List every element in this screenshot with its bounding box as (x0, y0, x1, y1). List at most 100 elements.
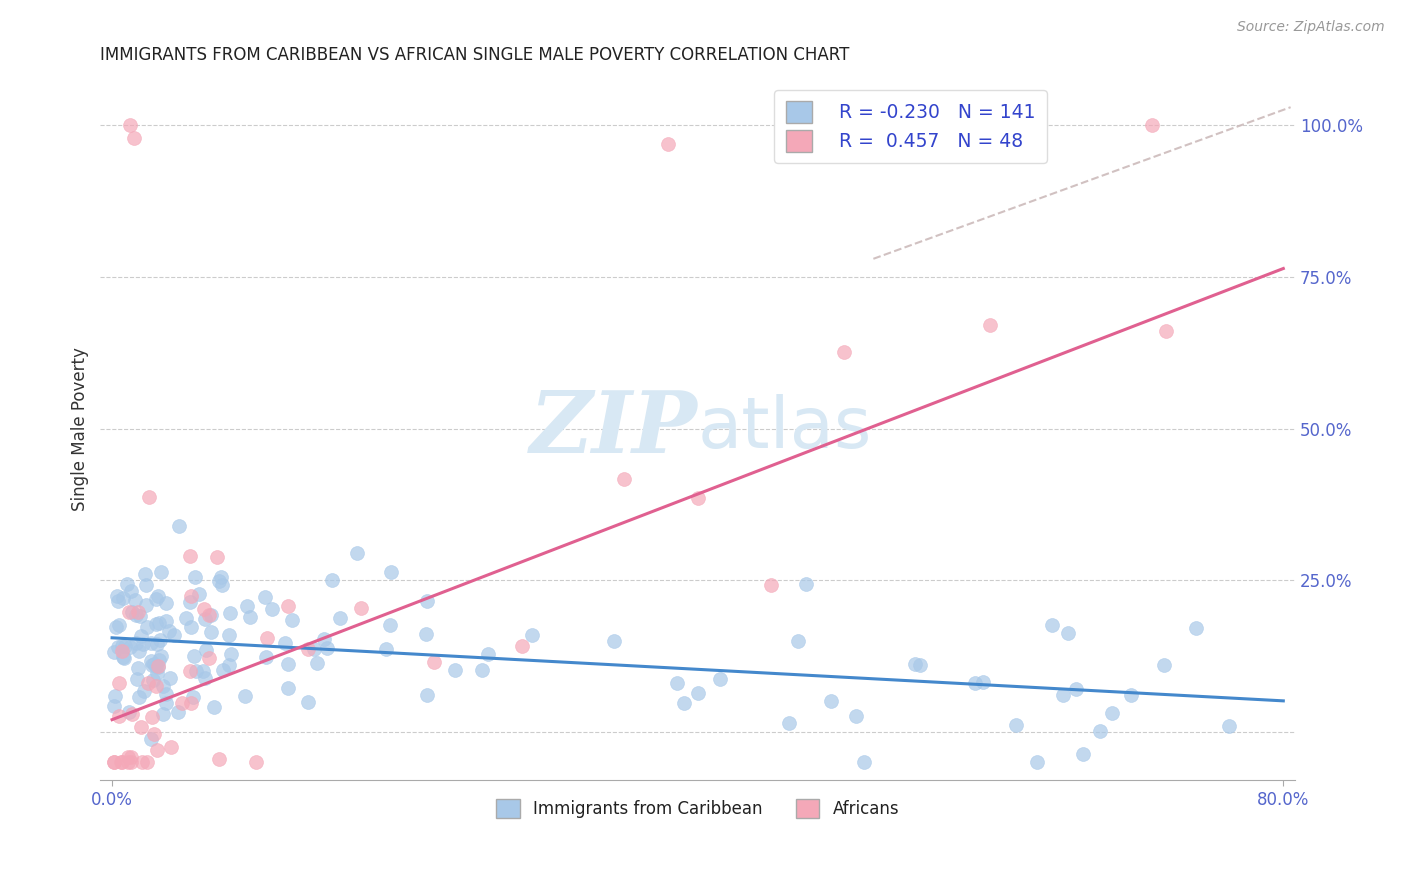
Point (256, 631, 278, 645)
Point (129, 629, 152, 643)
Point (1088, 724, 1111, 739)
Point (146, 637, 169, 651)
Point (963, 676, 986, 690)
Point (778, 715, 800, 730)
Point (139, 654, 162, 668)
Point (107, 594, 129, 608)
Point (118, 605, 141, 619)
Point (281, 613, 304, 627)
Point (274, 636, 297, 650)
Point (233, 690, 256, 704)
Point (120, 583, 142, 598)
Point (218, 658, 240, 673)
Point (277, 657, 299, 671)
Point (673, 696, 696, 710)
Point (179, 664, 201, 678)
Text: Source: ZipAtlas.com: Source: ZipAtlas.com (1237, 20, 1385, 34)
Point (375, 641, 398, 656)
Point (145, 659, 167, 673)
Point (143, 727, 166, 741)
Point (127, 660, 149, 674)
Point (121, 707, 143, 722)
Point (155, 696, 177, 710)
Point (149, 566, 172, 580)
Point (193, 671, 215, 685)
Point (1040, 618, 1063, 632)
Point (163, 628, 186, 642)
Point (302, 642, 325, 657)
Point (520, 628, 543, 642)
Point (380, 617, 402, 632)
Point (148, 633, 170, 648)
Point (121, 605, 143, 619)
Point (1185, 621, 1208, 635)
Point (103, 644, 125, 658)
Point (1064, 681, 1087, 696)
Point (148, 660, 170, 674)
Point (193, 602, 215, 616)
Point (191, 664, 214, 678)
Point (1218, 719, 1240, 733)
Point (117, 750, 139, 764)
Point (218, 628, 240, 642)
Point (118, 640, 141, 655)
Text: atlas: atlas (697, 394, 872, 463)
Point (845, 709, 868, 723)
Point (470, 663, 492, 677)
Point (166, 705, 188, 719)
Point (202, 700, 225, 714)
Point (709, 672, 731, 686)
Point (118, 705, 141, 719)
Point (114, 639, 136, 653)
Point (145, 616, 167, 631)
Point (105, 620, 128, 634)
Point (148, 615, 170, 630)
Point (346, 546, 368, 560)
Point (277, 681, 299, 695)
Point (127, 605, 149, 619)
Point (786, 633, 808, 648)
Point (125, 672, 148, 686)
Point (108, 675, 131, 690)
Point (444, 663, 467, 677)
Point (125, 607, 148, 622)
Point (350, 600, 373, 615)
Point (212, 663, 235, 677)
Point (120, 755, 142, 769)
Point (211, 578, 233, 592)
Point (128, 690, 150, 704)
Point (167, 519, 190, 533)
Point (1026, 755, 1049, 769)
Point (141, 710, 163, 724)
Point (1004, 717, 1026, 731)
Point (852, 755, 875, 769)
Point (184, 570, 207, 584)
Point (122, 130, 145, 145)
Point (141, 636, 163, 650)
Point (152, 679, 174, 693)
Point (111, 639, 134, 653)
Point (131, 720, 153, 734)
Point (135, 598, 157, 612)
Point (148, 653, 170, 667)
Point (103, 698, 125, 713)
Point (188, 587, 211, 601)
Point (128, 608, 150, 623)
Point (209, 570, 232, 584)
Point (979, 318, 1001, 332)
Point (108, 618, 131, 632)
Point (120, 749, 142, 764)
Point (972, 675, 994, 690)
Point (111, 755, 134, 769)
Point (146, 665, 169, 680)
Point (103, 755, 125, 769)
Point (180, 620, 202, 634)
Point (253, 590, 276, 604)
Point (321, 574, 343, 588)
Point (146, 743, 169, 757)
Point (107, 640, 129, 654)
Text: ZIP: ZIP (530, 387, 697, 470)
Point (112, 651, 135, 665)
Point (186, 665, 208, 679)
Point (138, 490, 160, 504)
